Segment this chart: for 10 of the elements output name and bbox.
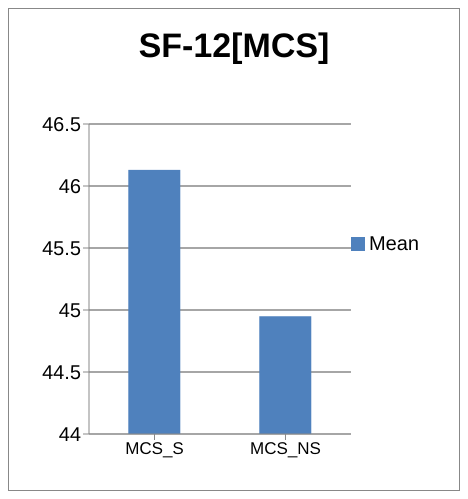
chart-title: SF-12[MCS] xyxy=(138,27,330,66)
y-tick-label: 46.5 xyxy=(42,114,81,136)
x-tick-label: MCS_S xyxy=(125,439,184,458)
legend-label: Mean xyxy=(368,232,419,254)
y-tick-label: 45.5 xyxy=(42,238,81,260)
y-tick-label: 45 xyxy=(58,300,81,322)
y-tick-label: 44 xyxy=(58,424,81,446)
y-tick-label: 46 xyxy=(58,176,81,198)
x-tick-label: MCS_NS xyxy=(250,439,321,458)
y-tick-label: 44.5 xyxy=(42,362,81,384)
